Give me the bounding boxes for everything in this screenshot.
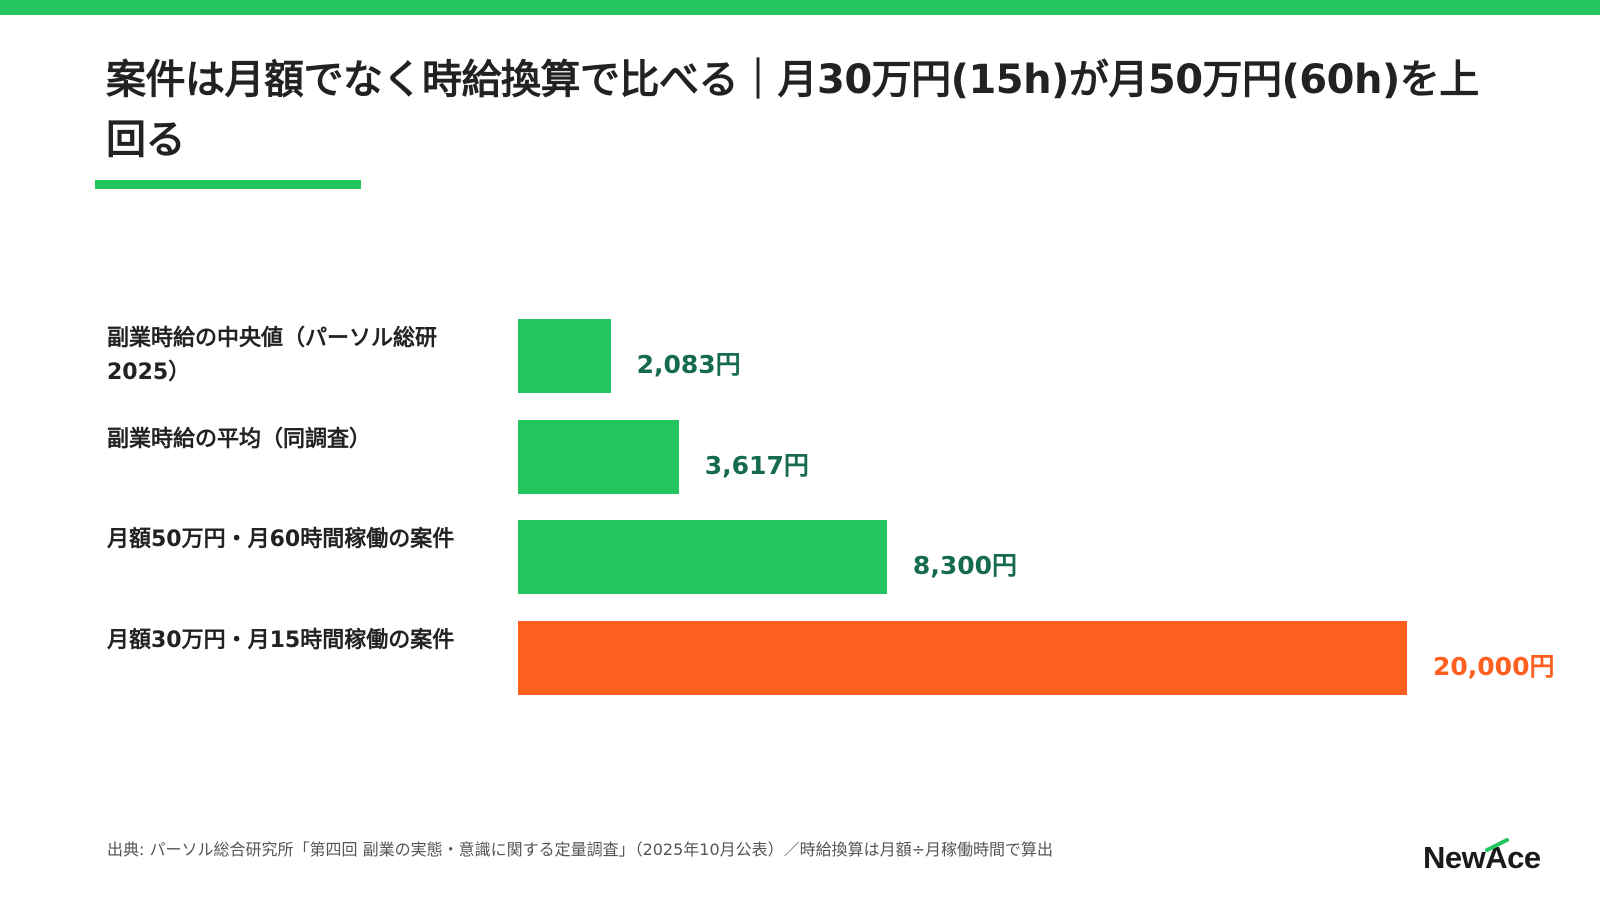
bar [518, 419, 679, 494]
category-label: 月額30万円・月15時間稼働の案件 [107, 627, 455, 653]
logo-swoosh-icon [1485, 838, 1510, 852]
page-title: 案件は月額でなく時給換算で比べる｜月30万円(15h)が月50万円(60h)を上… [106, 57, 1479, 163]
value-label: 8,300円 [912, 551, 1017, 580]
logo-text-suffix: ce [1507, 840, 1541, 875]
top-accent-bar [0, 0, 1600, 15]
bar [518, 520, 887, 594]
title-underline [95, 180, 361, 189]
value-label: 2,083円 [636, 350, 741, 379]
category-label: 副業時給の平均（同調査） [107, 426, 372, 452]
bar [518, 319, 611, 393]
logo-text-prefix: New [1423, 840, 1486, 875]
category-label: 副業時給の中央値（パーソル総研2025） [107, 326, 438, 385]
logo-accent-letter: A [1485, 838, 1510, 876]
value-label: 3,617円 [704, 450, 809, 480]
source-note: 出典: パーソル総合研究所「第四回 副業の実態・意識に関する定量調査」（2025… [107, 840, 1054, 859]
value-label: 20,000円 [1433, 651, 1555, 681]
bar [518, 620, 1407, 695]
brand-logo: New A ce [1423, 838, 1573, 878]
category-label: 月額50万円・月60時間稼働の案件 [107, 527, 455, 552]
